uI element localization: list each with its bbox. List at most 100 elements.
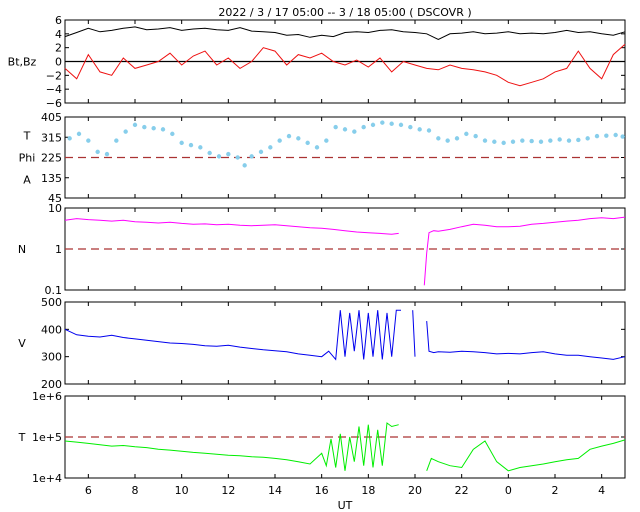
data-point-phi <box>305 140 310 146</box>
data-point-phi <box>242 163 247 168</box>
x-tick-label: 10 <box>175 484 189 497</box>
x-axis-ticks: 6 8 10 12 14 16 18 20 22 0 2 4 <box>85 484 605 497</box>
data-point-phi <box>352 129 357 134</box>
y-tick-label: 4 <box>55 28 62 41</box>
data-point-phi <box>594 133 600 139</box>
data-point-phi <box>235 155 240 160</box>
y-tick-label: 0 <box>55 56 62 69</box>
data-point-phi <box>95 149 100 155</box>
x-tick-label: 12 <box>221 484 235 497</box>
y-tick-label: 6 <box>55 14 62 27</box>
x-tick-label: 2 <box>552 484 559 497</box>
y-axis-label: V <box>18 337 26 350</box>
data-point-phi <box>132 122 138 128</box>
x-tick-label: 4 <box>598 484 605 497</box>
data-point-phi <box>408 124 413 130</box>
data-point-phi <box>436 136 441 141</box>
data-point-phi <box>557 137 562 142</box>
y-tick-label: 225 <box>41 152 62 165</box>
data-point-phi <box>123 129 128 134</box>
data-point-phi <box>520 138 525 143</box>
data-point-phi <box>380 120 385 125</box>
series-line-t <box>64 422 626 472</box>
data-point-phi <box>104 151 110 157</box>
series-line-v <box>64 309 626 361</box>
y-axis-label: Bt,Bz <box>8 56 37 69</box>
series-line-bz <box>64 43 626 87</box>
data-point-phi <box>314 145 320 150</box>
y-tick-label: 400 <box>41 323 62 336</box>
data-point-phi <box>67 136 72 141</box>
data-point-phi <box>426 128 432 133</box>
panel-speed: 500 400 300 200 V <box>18 296 626 391</box>
data-point-phi <box>604 133 609 138</box>
x-tick-label: 8 <box>132 484 139 497</box>
data-point-phi <box>286 133 292 139</box>
data-point-phi <box>198 145 203 150</box>
data-point-phi <box>170 131 175 137</box>
data-point-phi <box>296 136 301 141</box>
y-axis-label: Phi <box>19 152 36 165</box>
data-point-phi <box>510 139 516 144</box>
data-point-phi <box>151 126 156 131</box>
data-point-phi <box>114 138 119 143</box>
x-tick-label: 22 <box>455 484 469 497</box>
data-point-phi <box>473 133 478 139</box>
panel-density: 10 1 0.1 N <box>18 202 626 297</box>
series-line-bt <box>64 26 626 40</box>
y-tick-label: −4 <box>46 83 62 96</box>
data-point-phi <box>445 138 450 143</box>
data-point-phi <box>548 138 553 143</box>
y-tick-label: 45 <box>48 192 62 205</box>
x-tick-label: 6 <box>85 484 92 497</box>
y-tick-label: 1e+4 <box>32 472 62 485</box>
data-point-phi <box>585 136 590 141</box>
y-tick-label: −2 <box>46 69 62 82</box>
data-point-phi <box>454 136 460 141</box>
y-axis-label: A <box>23 174 31 187</box>
data-point-phi <box>538 139 544 144</box>
series-line-n <box>64 216 626 286</box>
y-tick-label: 0.1 <box>45 284 63 297</box>
data-point-phi <box>142 124 147 130</box>
y-tick-label: 1 <box>55 243 62 256</box>
y-tick-label: 1e+6 <box>32 390 62 403</box>
y-tick-label: 300 <box>41 351 62 364</box>
y-axis-label: N <box>18 243 26 256</box>
data-point-phi <box>464 131 469 137</box>
data-point-phi <box>576 137 581 143</box>
data-point-phi <box>324 138 329 143</box>
y-tick-label: 200 <box>41 378 62 391</box>
x-axis-label: UT <box>338 499 353 512</box>
data-point-phi <box>216 154 222 159</box>
y-tick-label: 2 <box>55 42 62 55</box>
y-tick-label: −6 <box>46 97 62 110</box>
y-tick-label: 405 <box>41 111 62 124</box>
x-tick-label: 18 <box>361 484 375 497</box>
data-point-phi <box>249 154 254 159</box>
data-point-phi <box>613 132 618 138</box>
data-point-phi <box>389 121 394 126</box>
data-point-phi <box>207 150 212 156</box>
chart-title: 2022 / 3 / 17 05:00 -- 3 / 18 05:00 ( DS… <box>218 6 471 19</box>
data-point-phi <box>482 138 488 143</box>
data-point-phi <box>258 149 264 155</box>
data-point-phi <box>160 127 166 132</box>
y-tick-label: 1e+5 <box>32 431 62 444</box>
panel-frame <box>64 301 626 385</box>
data-point-phi <box>501 140 506 146</box>
data-point-phi <box>398 122 404 128</box>
y-tick-label: 315 <box>41 131 62 144</box>
y-tick-label: 135 <box>41 172 62 185</box>
x-tick-label: 16 <box>315 484 329 497</box>
data-point-phi <box>226 151 231 157</box>
data-point-phi <box>76 131 82 137</box>
data-point-phi <box>566 138 572 143</box>
data-point-phi <box>277 138 282 143</box>
data-point-phi <box>492 139 497 144</box>
y-axis-label: T <box>23 130 31 143</box>
data-point-phi <box>188 142 194 148</box>
data-point-phi <box>529 138 534 144</box>
